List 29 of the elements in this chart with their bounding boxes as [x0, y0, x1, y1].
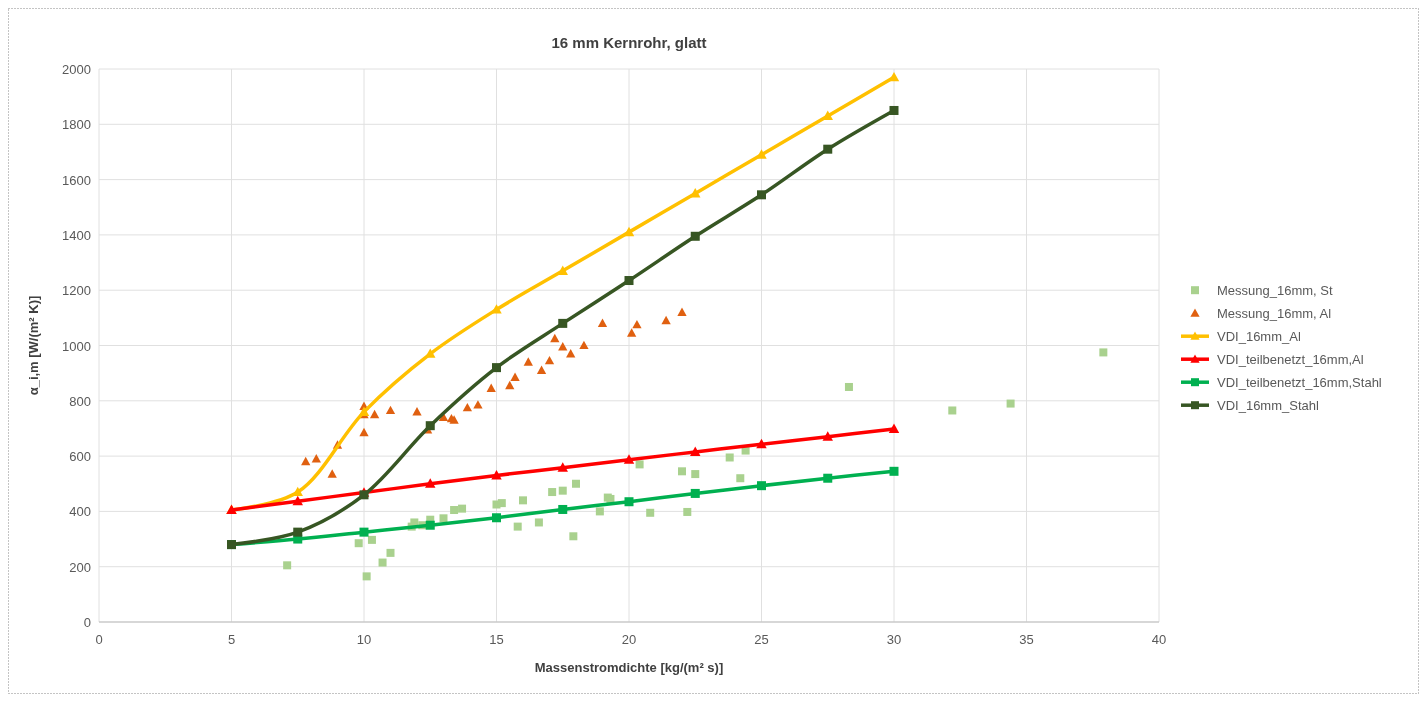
legend-label: VDI_16mm_Al — [1217, 329, 1301, 345]
y-tick-label: 1600 — [62, 172, 91, 188]
x-tick-label: 5 — [227, 632, 236, 647]
x-tick-label: 15 — [489, 632, 504, 647]
y-tick-label: 200 — [69, 559, 91, 575]
y-tick-label: 800 — [69, 393, 91, 409]
y-tick-label: 1000 — [62, 338, 91, 354]
x-tick-label: 10 — [356, 632, 372, 647]
x-tick-label: 40 — [1151, 632, 1167, 647]
y-axis-title: α_i,m [W/(m² K)] — [26, 295, 41, 396]
x-tick-label: 30 — [886, 632, 902, 647]
legend-label: VDI_teilbenetzt_16mm,Al — [1217, 352, 1364, 368]
x-tick-label: 35 — [1019, 632, 1034, 647]
y-tick-label: 1800 — [62, 117, 91, 133]
x-axis-title: Massenstromdichte [kg/(m² s)] — [534, 660, 724, 675]
legend-label: VDI_16mm_Stahl — [1217, 398, 1319, 414]
legend-label: Messung_16mm, Al — [1217, 306, 1332, 322]
legend-label: Messung_16mm, St — [1217, 283, 1333, 299]
chart-title: 16 mm Kernrohr, glatt — [551, 34, 707, 51]
y-tick-label: 400 — [69, 504, 91, 520]
y-tick-label: 1200 — [62, 283, 91, 299]
x-tick-label: 20 — [621, 632, 637, 647]
y-tick-label: 600 — [69, 449, 91, 465]
x-tick-label: 0 — [95, 632, 103, 647]
y-tick-label: 1400 — [62, 227, 91, 243]
legend-label: VDI_teilbenetzt_16mm,Stahl — [1217, 375, 1382, 391]
y-tick-label: 2000 — [62, 62, 91, 77]
x-tick-label: 25 — [754, 632, 769, 647]
y-tick-label: 0 — [83, 615, 91, 630]
